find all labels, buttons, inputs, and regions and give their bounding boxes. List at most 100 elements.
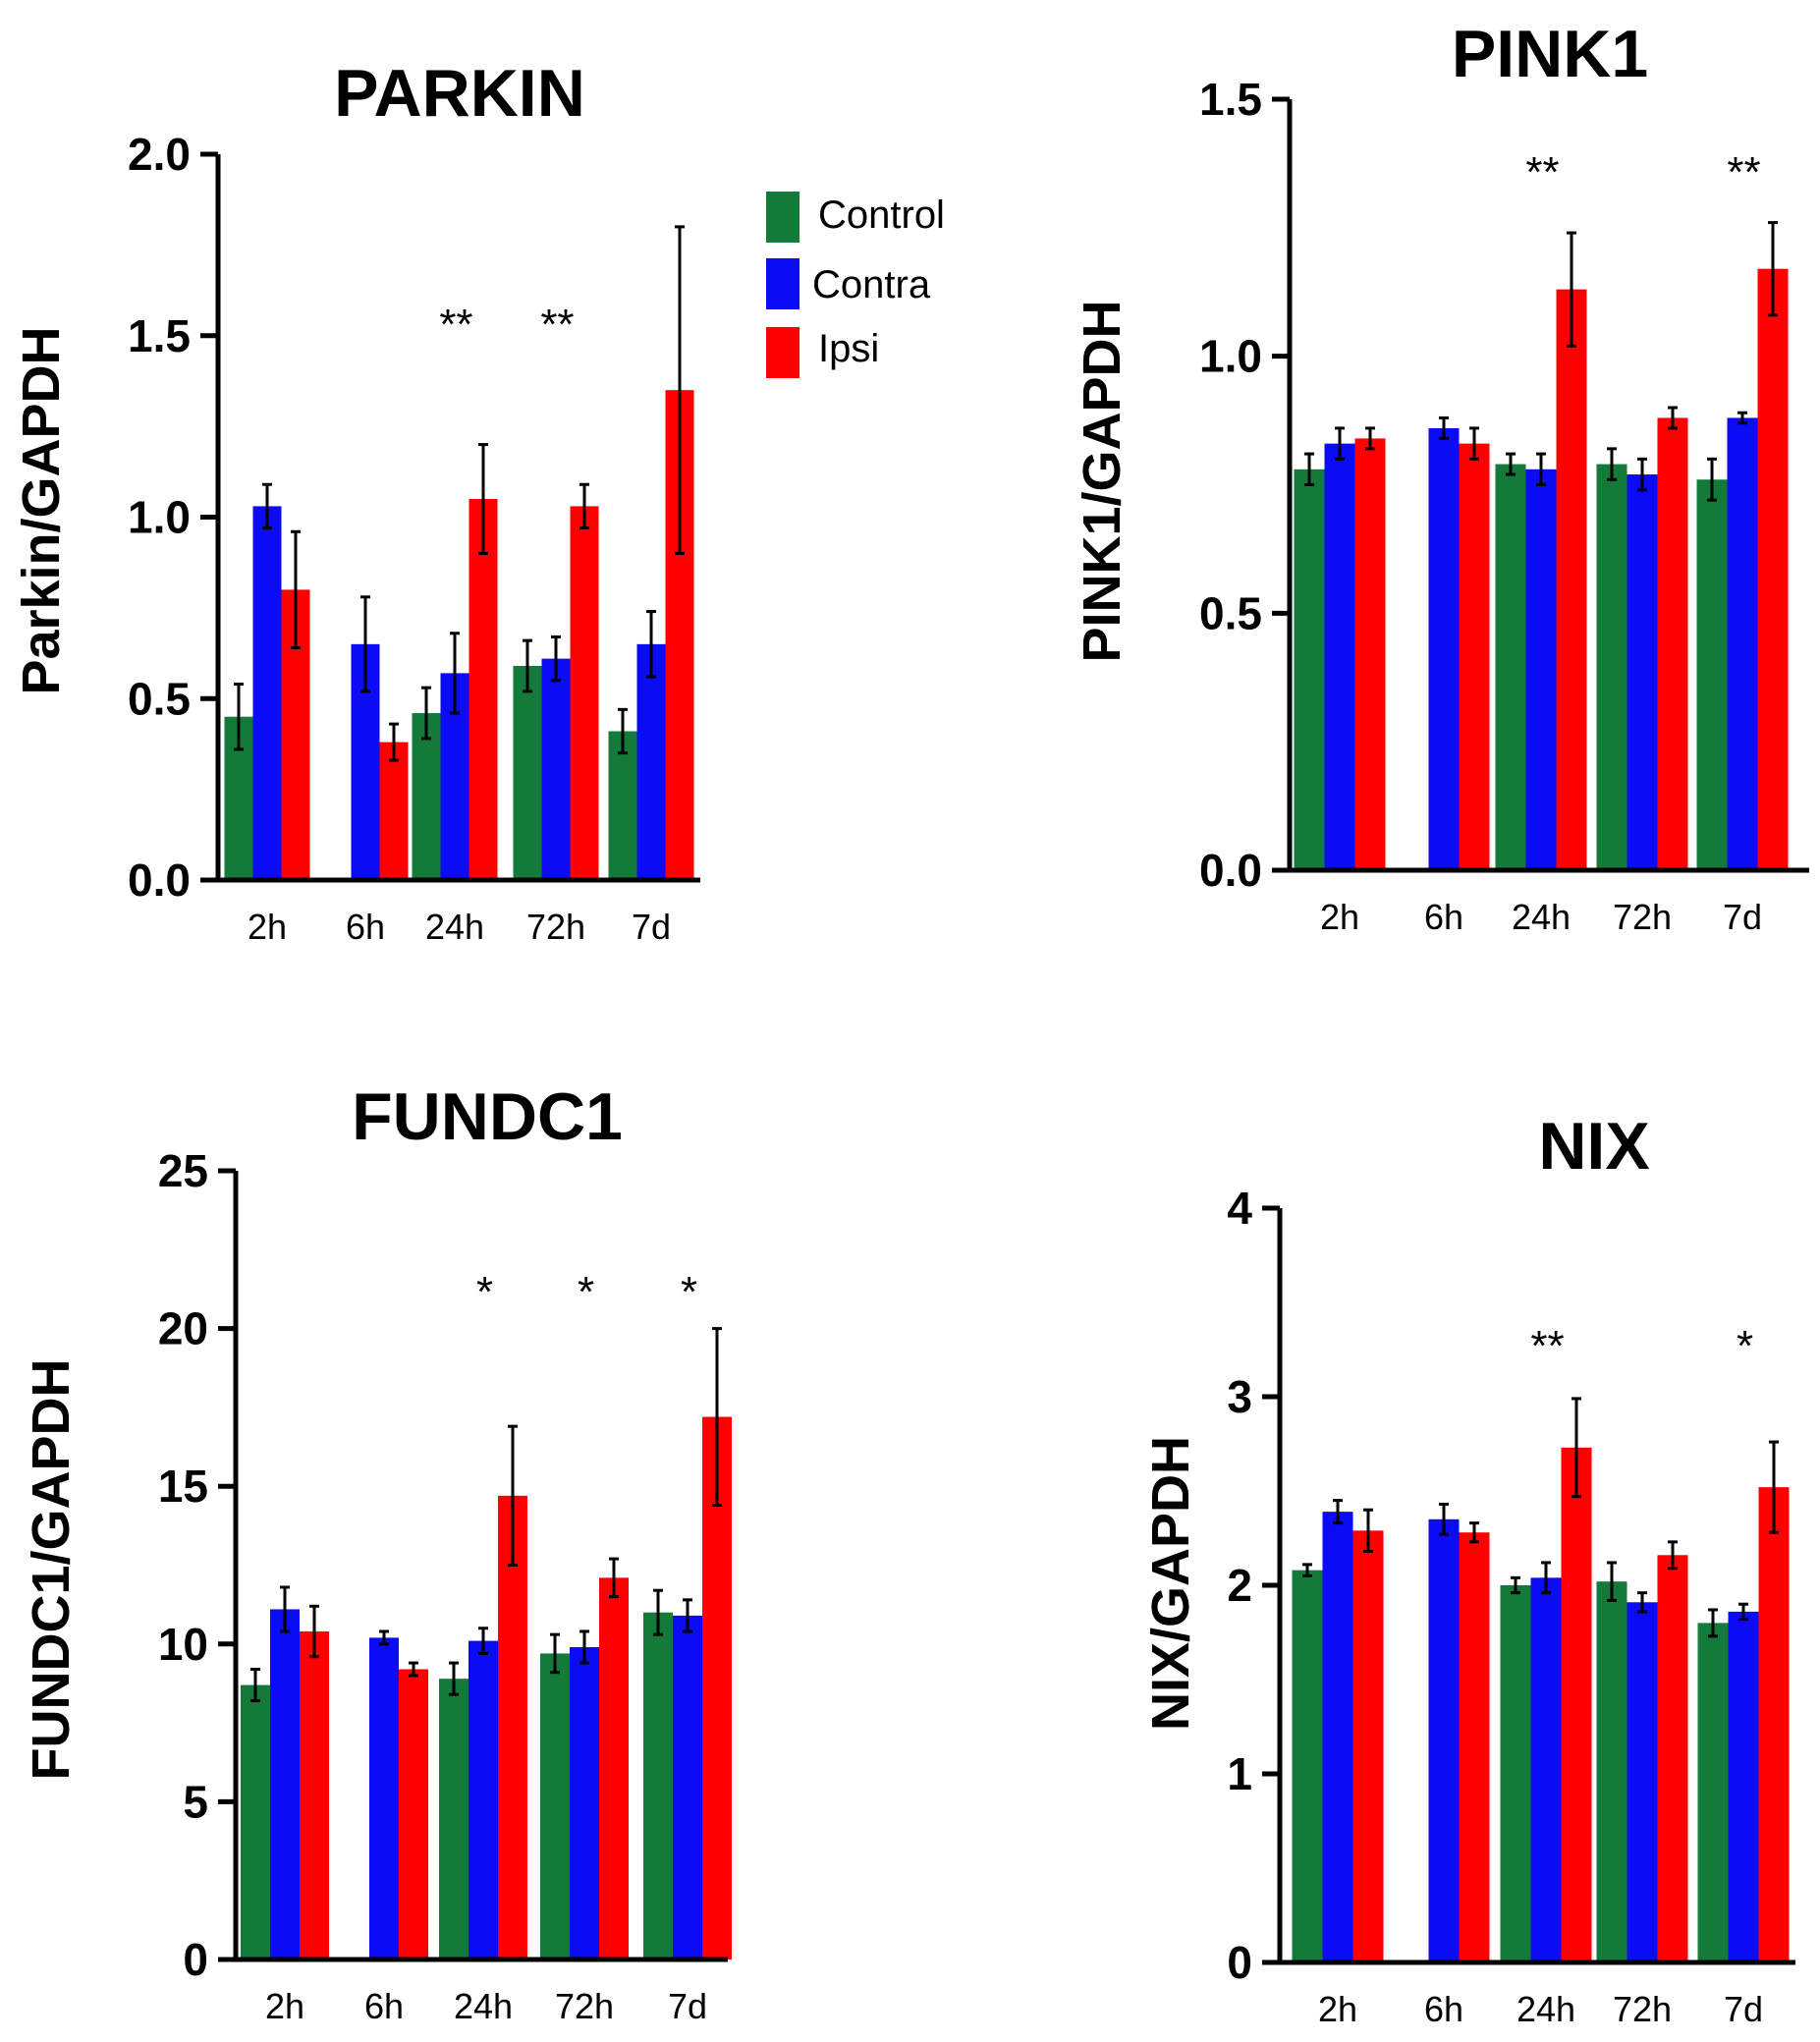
pink1-x-tick-7d: 7d bbox=[1723, 897, 1762, 937]
parkin-bar-contra-72h bbox=[541, 658, 571, 880]
pink1-bar-contra-72h bbox=[1627, 474, 1658, 870]
nix-y-tick-2: 2 bbox=[1227, 1560, 1252, 1611]
pink1-bar-contra-24h bbox=[1525, 469, 1557, 870]
nix-bar-ipsi-7d bbox=[1758, 1487, 1790, 1962]
fundc1-bar-control-24h bbox=[439, 1679, 469, 1959]
nix-bar-contra-6h bbox=[1428, 1518, 1460, 1962]
pink1-bar-ipsi-6h bbox=[1459, 443, 1490, 870]
parkin-bar-control-7d bbox=[608, 731, 637, 880]
fundc1-x-tick-6h: 6h bbox=[364, 1986, 404, 2026]
parkin-y-tick-0-0: 0.0 bbox=[128, 855, 191, 906]
legend-label-ipsi: Ipsi bbox=[818, 327, 879, 370]
parkin-significance-72h: ** bbox=[540, 301, 574, 349]
nix-bar-control-7d bbox=[1697, 1623, 1729, 1962]
nix-significance-24h: ** bbox=[1530, 1322, 1564, 1370]
parkin-bar-control-24h bbox=[412, 713, 441, 880]
nix-bar-control-24h bbox=[1500, 1585, 1531, 1962]
parkin-bar-control-72h bbox=[513, 665, 542, 880]
fundc1-title: FUNDC1 bbox=[352, 1079, 623, 1154]
fundc1-bar-contra-6h bbox=[369, 1637, 399, 1959]
nix-bar-ipsi-6h bbox=[1459, 1532, 1490, 1962]
fundc1-significance-7d: * bbox=[681, 1268, 697, 1316]
parkin-y-tick-2-0: 2.0 bbox=[128, 129, 191, 180]
fundc1-significance-24h: * bbox=[476, 1268, 493, 1316]
parkin-y-tick-1-5: 1.5 bbox=[128, 310, 191, 361]
pink1-bar-control-7d bbox=[1696, 479, 1728, 870]
fundc1-bar-contra-2h bbox=[270, 1609, 300, 1959]
pink1-bar-control-2h bbox=[1294, 469, 1325, 870]
nix-bar-contra-24h bbox=[1530, 1577, 1562, 1962]
fundc1-y-tick-10: 10 bbox=[158, 1619, 208, 1670]
nix-bar-contra-2h bbox=[1322, 1512, 1353, 1962]
parkin-x-tick-72h: 72h bbox=[526, 907, 585, 947]
fundc1-bar-ipsi-24h bbox=[498, 1495, 527, 1959]
fundc1-x-tick-2h: 2h bbox=[265, 1986, 304, 2026]
nix-x-tick-7d: 7d bbox=[1724, 1989, 1763, 2029]
nix-bar-ipsi-2h bbox=[1352, 1530, 1384, 1962]
nix-significance-7d: * bbox=[1737, 1322, 1753, 1370]
fundc1-y-tick-15: 15 bbox=[158, 1461, 208, 1512]
nix-bar-ipsi-72h bbox=[1657, 1555, 1688, 1962]
parkin-y-axis-label: Parkin/GAPDH bbox=[12, 326, 71, 694]
parkin-y-tick-0-5: 0.5 bbox=[128, 673, 191, 724]
fundc1-bar-ipsi-2h bbox=[300, 1630, 329, 1959]
fundc1-chart: FUNDC1 FUNDC1/GAPDH 0 5 10 15 20 25 2h 6h 24h 72h 7d… bbox=[22, 1079, 732, 2026]
pink1-bar-ipsi-7d bbox=[1757, 268, 1789, 870]
parkin-x-tick-6h: 6h bbox=[346, 907, 385, 947]
nix-y-tick-4: 4 bbox=[1227, 1183, 1252, 1234]
fundc1-x-tick-7d: 7d bbox=[668, 1986, 707, 2026]
legend: Control Contra Ipsi bbox=[766, 192, 945, 378]
parkin-bar-ipsi-6h bbox=[379, 742, 409, 880]
parkin-title: PARKIN bbox=[334, 56, 585, 131]
pink1-bar-contra-6h bbox=[1428, 427, 1460, 870]
nix-title: NIX bbox=[1538, 1109, 1649, 1184]
pink1-chart: PINK1 PINK1/GAPDH 0.0 0.5 1.0 1.5 2h 6h 24h 72h 7d… bbox=[1073, 17, 1809, 937]
pink1-x-tick-24h: 24h bbox=[1512, 897, 1571, 937]
pink1-bar-contra-2h bbox=[1324, 443, 1355, 870]
pink1-x-tick-72h: 72h bbox=[1613, 897, 1672, 937]
legend-label-control: Control bbox=[818, 193, 945, 237]
fundc1-bar-control-72h bbox=[540, 1653, 570, 1959]
parkin-chart: PARKIN Parkin/GAPDH 0.0 0.5 1.0 1.5 2.0 2h 6h 24h… bbox=[12, 56, 700, 947]
fundc1-significance-72h: * bbox=[578, 1268, 594, 1316]
parkin-x-tick-7d: 7d bbox=[632, 907, 671, 947]
pink1-bar-ipsi-24h bbox=[1556, 289, 1587, 871]
fundc1-bar-control-7d bbox=[643, 1612, 673, 1959]
nix-x-tick-6h: 6h bbox=[1424, 1989, 1463, 2029]
nix-bar-ipsi-24h bbox=[1561, 1447, 1592, 1962]
fundc1-bar-ipsi-72h bbox=[599, 1577, 629, 1959]
nix-y-axis-label: NIX/GAPDH bbox=[1141, 1436, 1200, 1731]
nix-y-tick-3: 3 bbox=[1227, 1371, 1252, 1422]
pink1-y-tick-1-0: 1.0 bbox=[1199, 331, 1262, 382]
fundc1-bar-ipsi-7d bbox=[702, 1416, 732, 1959]
fundc1-bar-ipsi-6h bbox=[399, 1669, 428, 1959]
fundc1-bar-contra-24h bbox=[469, 1640, 498, 1959]
pink1-y-tick-1-5: 1.5 bbox=[1199, 74, 1262, 125]
parkin-bar-contra-2h bbox=[252, 506, 282, 880]
parkin-y-tick-1-0: 1.0 bbox=[128, 492, 191, 543]
parkin-significance-24h: ** bbox=[439, 301, 472, 349]
legend-swatch-contra bbox=[766, 258, 800, 309]
pink1-bar-control-24h bbox=[1495, 464, 1526, 870]
parkin-bar-contra-7d bbox=[636, 643, 666, 880]
pink1-x-tick-6h: 6h bbox=[1424, 897, 1463, 937]
legend-label-contra: Contra bbox=[812, 263, 931, 306]
parkin-x-tick-24h: 24h bbox=[425, 907, 484, 947]
nix-x-tick-72h: 72h bbox=[1613, 1989, 1672, 2029]
fundc1-x-tick-24h: 24h bbox=[454, 1986, 513, 2026]
pink1-significance-24h: ** bbox=[1525, 148, 1559, 196]
pink1-y-tick-0-5: 0.5 bbox=[1199, 587, 1262, 638]
fundc1-y-axis-label: FUNDC1/GAPDH bbox=[22, 1358, 81, 1780]
legend-swatch-ipsi bbox=[766, 327, 800, 378]
pink1-significance-7d: ** bbox=[1727, 148, 1760, 196]
fundc1-y-tick-0: 0 bbox=[183, 1934, 208, 1985]
fundc1-bar-control-2h bbox=[241, 1684, 270, 1959]
fundc1-x-tick-72h: 72h bbox=[555, 1986, 614, 2026]
pink1-bar-control-72h bbox=[1596, 464, 1627, 870]
fundc1-y-tick-20: 20 bbox=[158, 1303, 208, 1354]
nix-x-tick-24h: 24h bbox=[1517, 1989, 1575, 2029]
pink1-title: PINK1 bbox=[1452, 17, 1648, 91]
fundc1-y-tick-5: 5 bbox=[183, 1776, 208, 1827]
